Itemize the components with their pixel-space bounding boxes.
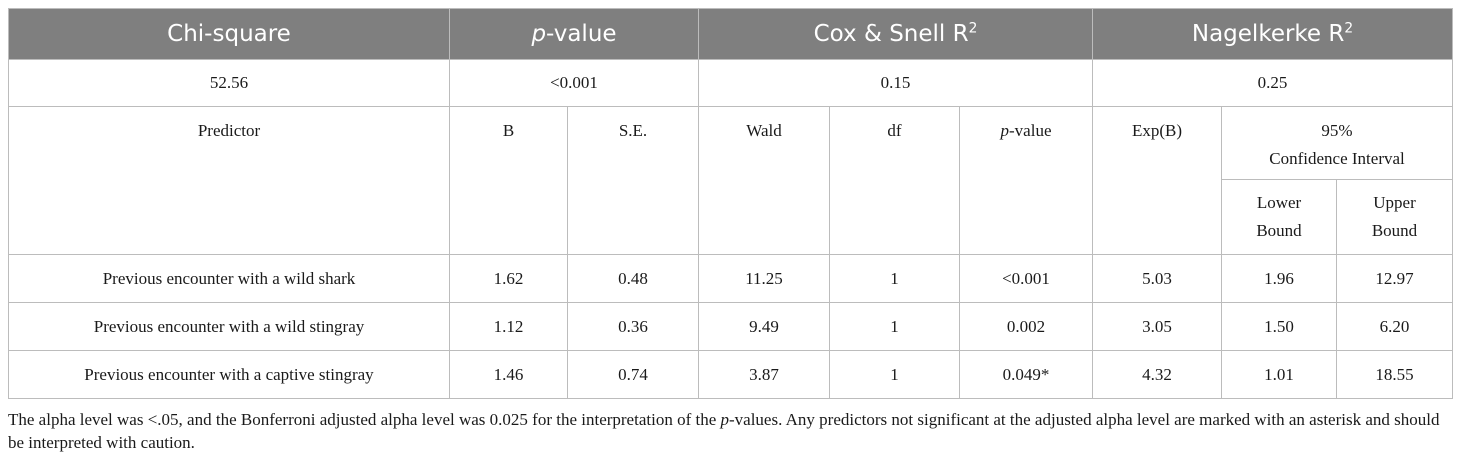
df-cell: 1 [829,254,960,303]
predictor-column-header: Predictor [8,106,450,255]
table-row: Previous encounter with a wild shark 1.6… [8,254,1454,303]
se-column-header: S.E. [567,106,699,255]
chi-square-value: 52.56 [8,59,450,107]
regression-table: Chi-square p-value Cox & Snell R2 Nagelk… [8,8,1454,399]
se-cell: 0.36 [567,302,699,351]
se-cell: 0.48 [567,254,699,303]
upper-bound-cell: 6.20 [1336,302,1454,351]
upper-bound-header: Upper Bound [1336,179,1454,255]
df-cell: 1 [829,302,960,351]
p-value-cell: 0.049* [958,350,1094,399]
table-row: Previous encounter with a captive stingr… [8,350,1454,399]
lower-bound-cell: 1.01 [1221,350,1338,399]
model-summary-header-row: Chi-square p-value Cox & Snell R2 Nagelk… [8,8,1454,60]
lower-bound-cell: 1.96 [1221,254,1338,303]
p-value-value: <0.001 [449,59,699,107]
p-value-cell: 0.002 [958,302,1094,351]
predictor-cell: Previous encounter with a wild shark [8,254,450,303]
table-row: Previous encounter with a wild stingray … [8,302,1454,351]
df-cell: 1 [829,350,960,399]
predictor-cell: Previous encounter with a captive stingr… [8,350,450,399]
cox-snell-value: 0.15 [697,59,1094,107]
predictor-header-row: Predictor B S.E. Wald df p-value Exp(B) … [8,106,1454,255]
lower-bound-cell: 1.50 [1221,302,1338,351]
lower-bound-header: Lower Bound [1221,179,1338,255]
p-value-column-header: p-value [958,106,1094,255]
se-cell: 0.74 [567,350,699,399]
wald-cell: 9.49 [698,302,830,351]
model-summary-values-row: 52.56 <0.001 0.15 0.25 [8,59,1454,107]
upper-bound-cell: 18.55 [1336,350,1454,399]
nagelkerke-value: 0.25 [1092,59,1454,107]
p-value-header: p-value [449,8,699,60]
wald-cell: 3.87 [698,350,830,399]
p-value-cell: <0.001 [958,254,1094,303]
b-cell: 1.46 [449,350,568,399]
exp-b-cell: 4.32 [1092,350,1223,399]
chi-square-header: Chi-square [8,8,450,60]
b-cell: 1.12 [449,302,568,351]
wald-column-header: Wald [698,106,830,255]
df-column-header: df [829,106,960,255]
nagelkerke-header: Nagelkerke R2 [1092,8,1454,60]
exp-b-cell: 3.05 [1092,302,1223,351]
confidence-interval-header: 95% Confidence Interval [1221,106,1454,180]
cox-snell-header: Cox & Snell R2 [697,8,1094,60]
b-column-header: B [449,106,568,255]
exp-b-cell: 5.03 [1092,254,1223,303]
b-cell: 1.62 [449,254,568,303]
upper-bound-cell: 12.97 [1336,254,1454,303]
table-footnote: The alpha level was <.05, and the Bonfer… [8,410,1440,452]
bound-header-row: Lower Bound Upper Bound [9,179,1454,255]
wald-cell: 11.25 [698,254,830,303]
predictor-cell: Previous encounter with a wild stingray [8,302,450,351]
exp-b-column-header: Exp(B) [1092,106,1223,255]
